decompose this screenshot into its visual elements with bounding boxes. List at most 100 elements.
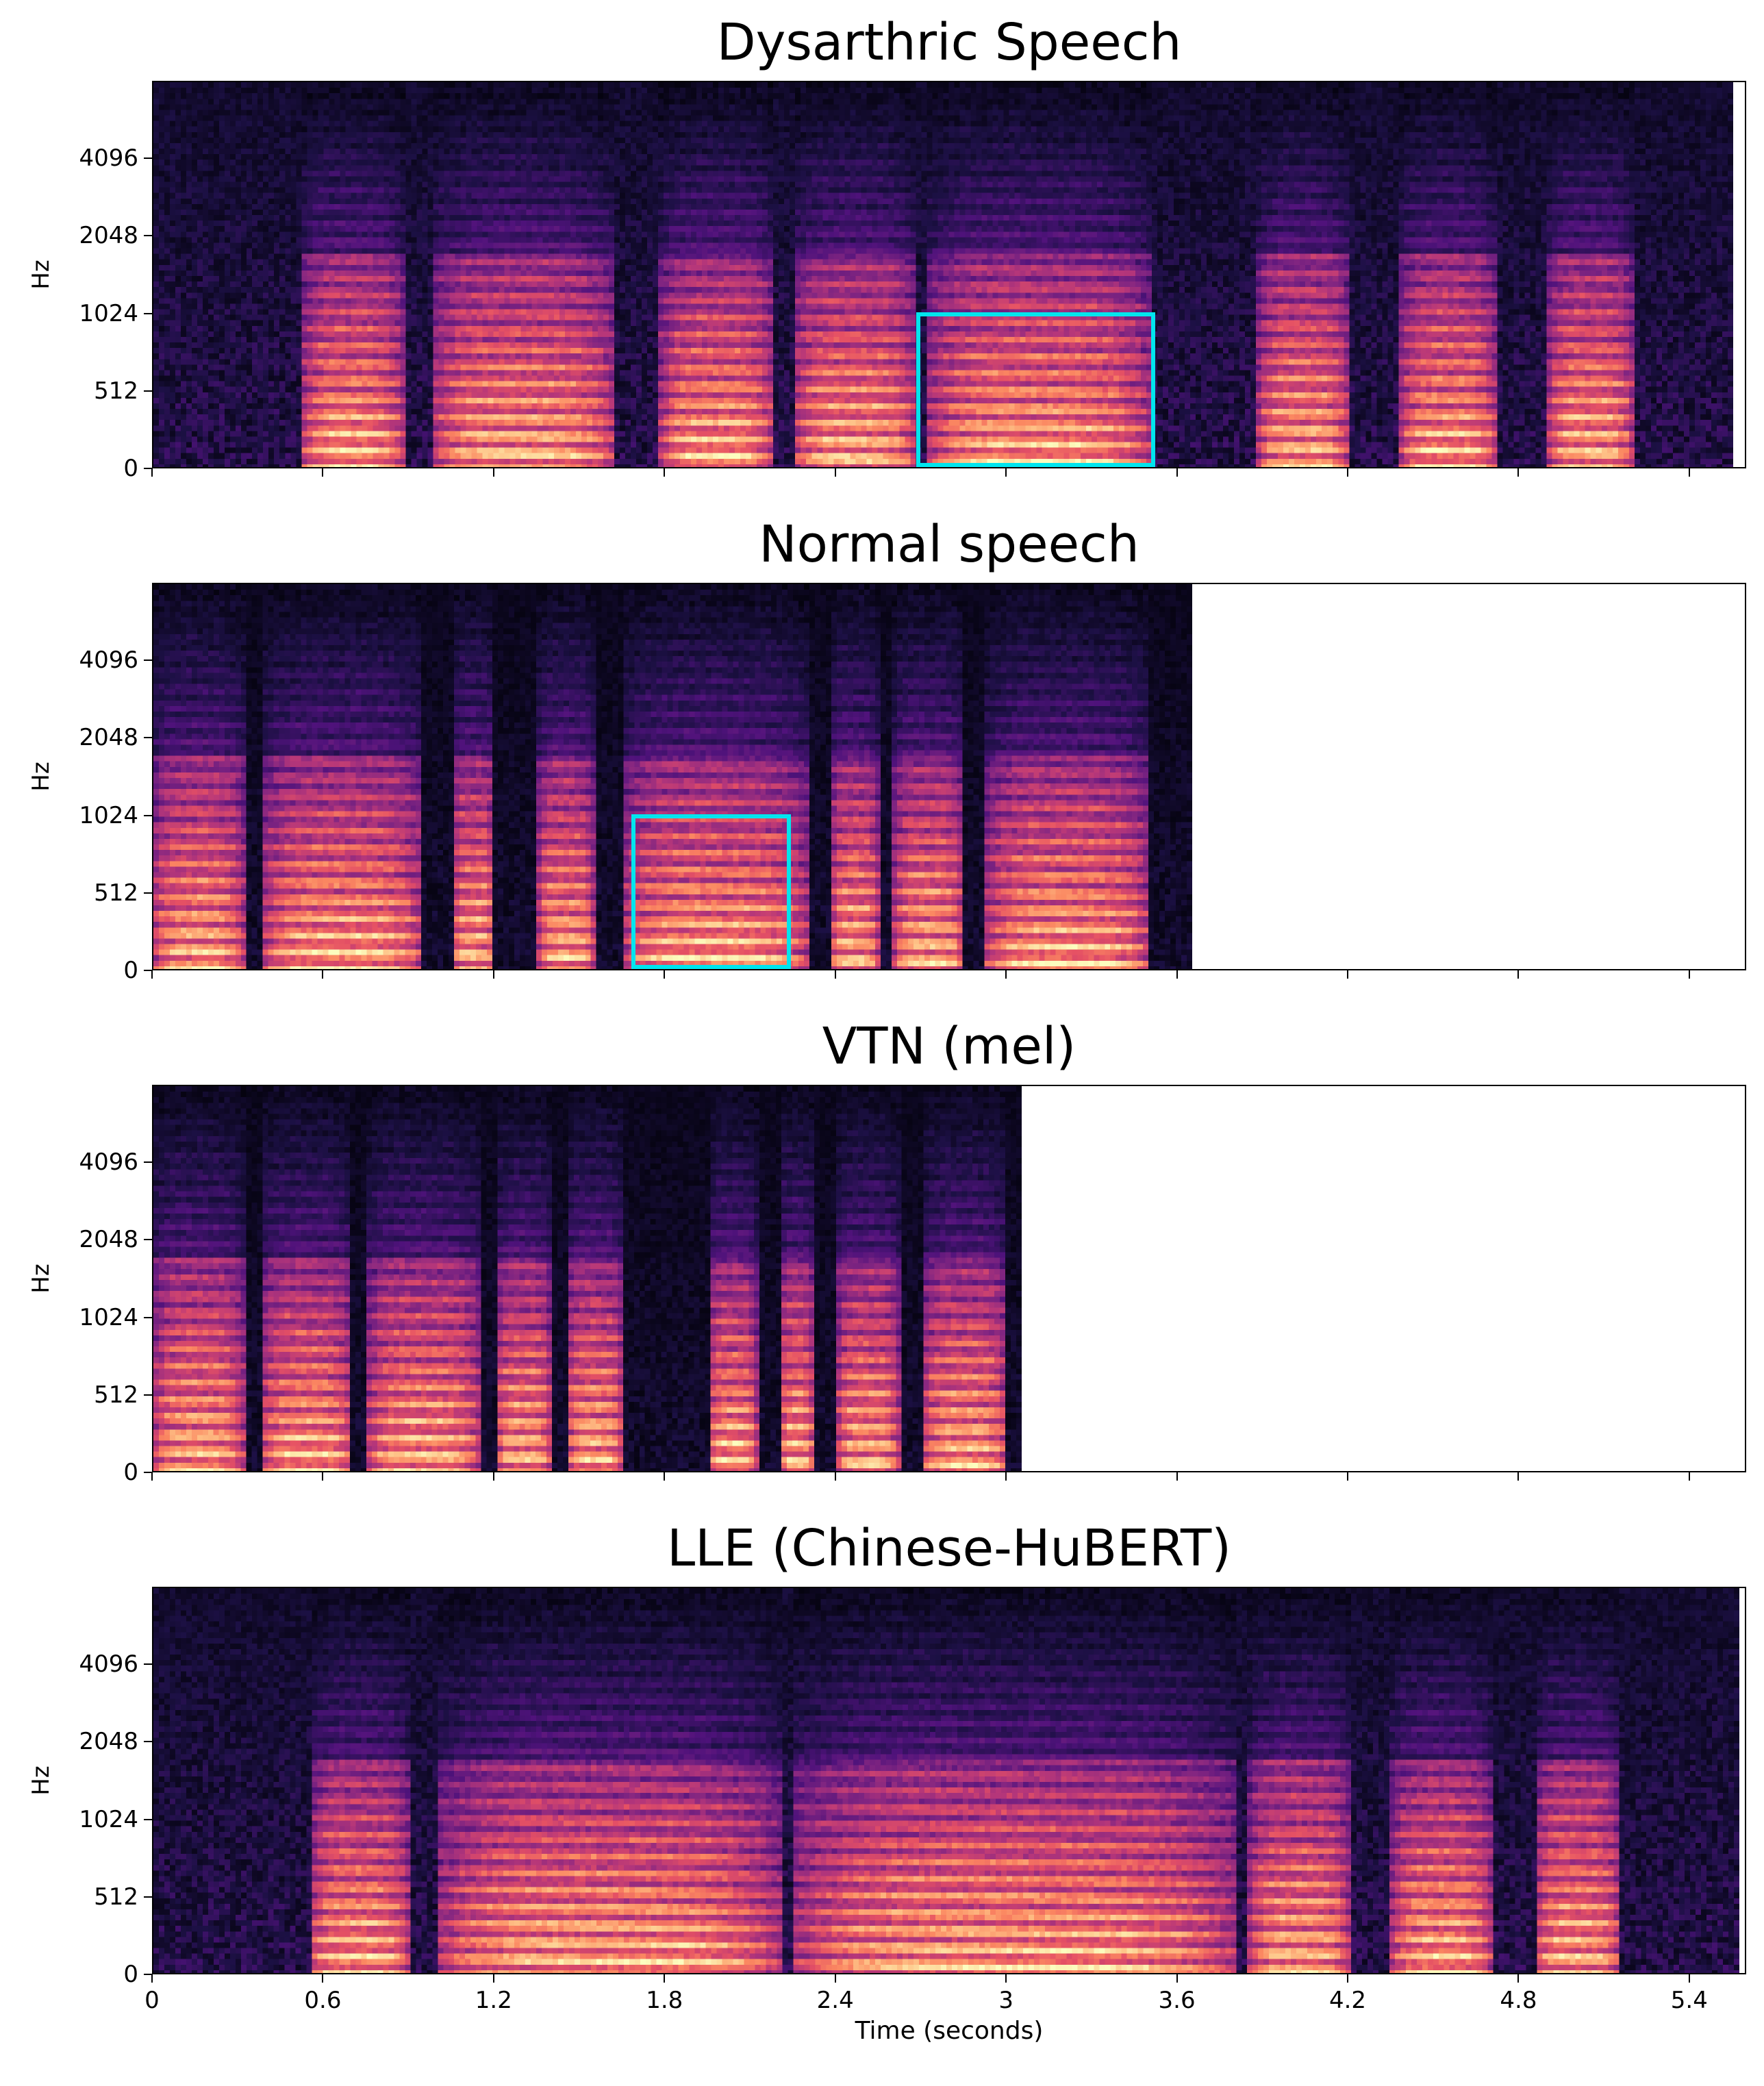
y-tick-label: 4096 (56, 147, 138, 170)
panel-title: VTN (mel) (152, 1019, 1746, 1074)
x-tick-mark (1517, 1974, 1519, 1983)
y-tick-label: 1024 (56, 1306, 138, 1329)
x-tick-mark (1517, 468, 1519, 477)
highlight-box (916, 312, 1155, 467)
y-tick-label: 4096 (56, 1151, 138, 1174)
x-tick-mark (1005, 468, 1007, 477)
x-tick-mark (1689, 468, 1690, 477)
y-tick-label: 512 (56, 379, 138, 403)
x-tick-mark (664, 970, 665, 979)
spectrogram-axes (152, 81, 1746, 468)
x-tick-mark (835, 468, 836, 477)
y-tick-mark (144, 659, 152, 661)
spectrogram-svg (153, 1086, 1022, 1471)
x-tick-mark (1176, 468, 1178, 477)
x-tick-mark (493, 468, 494, 477)
y-tick-mark (144, 1394, 152, 1396)
y-tick-label: 2048 (56, 726, 138, 749)
y-tick-label: 2048 (56, 1730, 138, 1753)
x-tick-mark (151, 970, 153, 979)
x-tick-mark (151, 468, 153, 477)
y-axis-label: Hz (27, 1258, 55, 1299)
x-tick-label: 3 (965, 1987, 1047, 2014)
spectrogram-axes (152, 1587, 1746, 1974)
y-tick-mark (144, 1819, 152, 1820)
y-tick-label: 4096 (56, 649, 138, 672)
spectrogram-svg (153, 1588, 1739, 1973)
x-tick-label: 0.6 (281, 1987, 364, 2014)
y-tick-label: 0 (56, 457, 138, 480)
x-tick-mark (1689, 970, 1690, 979)
x-tick-mark (664, 1974, 665, 1983)
y-axis-label: Hz (27, 1760, 55, 1801)
y-tick-mark (144, 1663, 152, 1665)
x-tick-label: 1.8 (623, 1987, 705, 2014)
x-tick-mark (151, 1974, 153, 1983)
y-tick-label: 1024 (56, 1808, 138, 1831)
x-tick-mark (1689, 1974, 1690, 1983)
x-tick-mark (493, 970, 494, 979)
y-tick-label: 2048 (56, 1228, 138, 1251)
spectrogram-axes (152, 1085, 1746, 1472)
x-tick-mark (1347, 1974, 1348, 1983)
x-tick-mark (1689, 1472, 1690, 1481)
panel-title: LLE (Chinese-HuBERT) (152, 1521, 1746, 1576)
y-tick-label: 0 (56, 959, 138, 982)
y-axis-label: Hz (27, 756, 55, 797)
x-tick-mark (1517, 970, 1519, 979)
x-tick-mark (835, 1472, 836, 1481)
y-tick-label: 512 (56, 1885, 138, 1909)
x-tick-mark (493, 1974, 494, 1983)
spectrogram-axes (152, 583, 1746, 970)
x-tick-mark (322, 1974, 323, 1983)
x-tick-mark (1176, 1974, 1178, 1983)
x-tick-label: 4.2 (1307, 1987, 1389, 2014)
y-tick-mark (144, 1239, 152, 1240)
y-tick-mark (144, 737, 152, 738)
y-tick-mark (144, 815, 152, 816)
spectrogram-image (153, 1086, 1022, 1471)
y-tick-label: 512 (56, 881, 138, 905)
y-tick-label: 1024 (56, 302, 138, 325)
x-tick-mark (1176, 1472, 1178, 1481)
panel-title: Normal speech (152, 517, 1746, 572)
y-axis-label: Hz (27, 254, 55, 295)
spectrogram-image (153, 1588, 1739, 1973)
x-tick-mark (493, 1472, 494, 1481)
y-tick-mark (144, 390, 152, 392)
x-tick-mark (1005, 1472, 1007, 1481)
x-tick-label: 4.8 (1477, 1987, 1559, 2014)
y-tick-label: 1024 (56, 804, 138, 827)
y-tick-mark (144, 1161, 152, 1163)
y-tick-mark (144, 1317, 152, 1318)
y-tick-label: 0 (56, 1963, 138, 1986)
x-tick-mark (322, 468, 323, 477)
x-tick-label: 3.6 (1136, 1987, 1218, 2014)
x-tick-mark (1347, 468, 1348, 477)
x-tick-mark (1005, 1974, 1007, 1983)
x-tick-mark (322, 970, 323, 979)
x-tick-mark (1176, 970, 1178, 979)
y-tick-mark (144, 1741, 152, 1742)
y-tick-mark (144, 158, 152, 159)
y-tick-label: 0 (56, 1461, 138, 1484)
y-tick-label: 512 (56, 1383, 138, 1407)
x-tick-mark (322, 1472, 323, 1481)
x-tick-label: 0 (111, 1987, 193, 2014)
x-tick-mark (664, 468, 665, 477)
x-axis-label: Time (seconds) (152, 2017, 1746, 2045)
y-tick-mark (144, 313, 152, 314)
y-tick-mark (144, 1896, 152, 1898)
x-tick-mark (1347, 970, 1348, 979)
y-tick-mark (144, 235, 152, 236)
y-tick-label: 4096 (56, 1653, 138, 1676)
x-tick-label: 2.4 (794, 1987, 877, 2014)
panel-title: Dysarthric Speech (152, 15, 1746, 70)
highlight-box (631, 814, 791, 969)
x-tick-mark (1517, 1472, 1519, 1481)
x-tick-label: 5.4 (1648, 1987, 1730, 2014)
x-tick-mark (835, 1974, 836, 1983)
x-tick-mark (151, 1472, 153, 1481)
x-tick-mark (664, 1472, 665, 1481)
x-tick-mark (1347, 1472, 1348, 1481)
